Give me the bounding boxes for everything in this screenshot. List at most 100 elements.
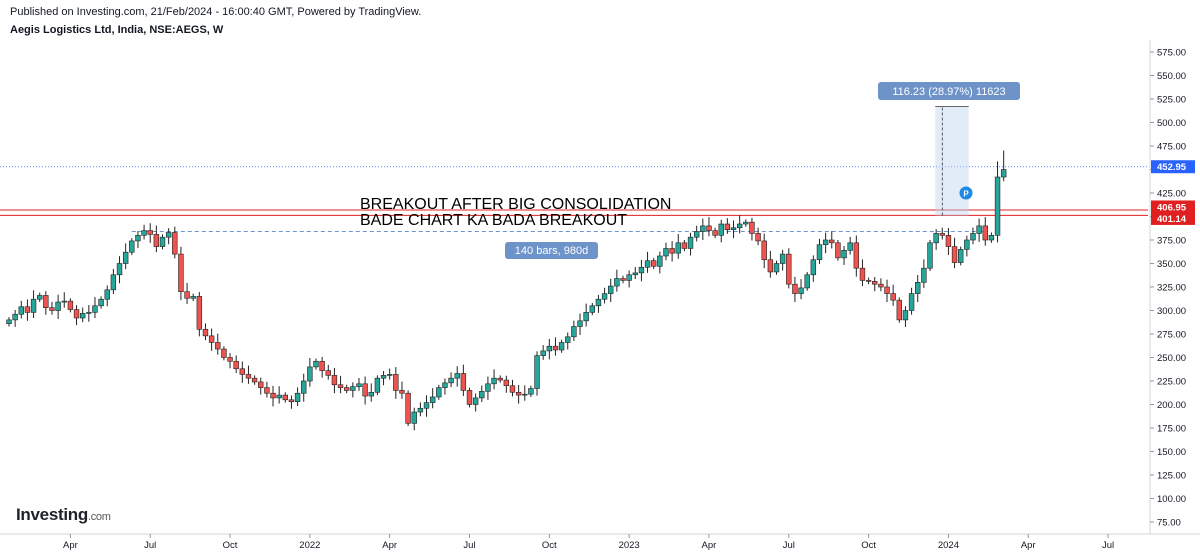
candle-body [755,233,761,242]
candle-body [116,263,123,276]
price-badge [1151,160,1195,174]
candle-body [436,387,442,398]
price-tick-label: 250.00 [1157,353,1186,364]
candle-body [620,278,626,281]
candle-body [485,383,491,392]
candle-body [36,295,43,300]
candle-body [294,392,301,402]
candle-body [681,242,688,249]
price-tick-label: 225.00 [1157,377,1186,388]
candles [6,150,1007,431]
candle-body [270,392,276,399]
price-tick-label: 525.00 [1157,95,1186,106]
time-tick-label: Apr [702,540,717,551]
candle-body [233,360,239,370]
candle-body [577,320,583,327]
candle-body [55,301,61,311]
candle-body [380,375,387,379]
candle-body [792,283,798,294]
price-tick-label: 175.00 [1157,424,1186,435]
symbol-title: Aegis Logistics Ltd, India, NSE:AEGS, W [10,24,224,36]
candle-body [730,227,737,230]
candle-body [43,295,49,308]
candle-body [165,232,172,238]
candle-body [933,233,939,244]
time-tick-label: Jul [783,540,795,551]
candle-body [743,221,749,225]
candle-body [282,394,288,401]
drawing-tools: 116.23 (28.97%) 11623 140 bars, 980d P BREA… [360,82,1020,259]
time-tick-label: Oct [861,540,876,551]
candle-body [276,394,282,399]
candle-body [6,319,12,324]
measure-label-pill [878,82,1020,100]
price-badge [1151,211,1195,225]
candle-body [853,242,860,269]
candle-body [957,249,964,263]
candle-body [865,280,872,282]
candle-body [301,380,307,394]
candle-body [24,306,31,313]
measure-label: 116.23 (28.97%) 11623 [892,86,1005,98]
candle-body [921,267,927,283]
candle-body [884,286,890,294]
candle-body [350,386,356,391]
candle-body [872,281,878,285]
price-tick-label: 475.00 [1157,142,1186,153]
candle-body [251,377,258,383]
candle-body [479,391,485,399]
candle-body [822,239,829,245]
candle-body [878,283,884,288]
candle-body [669,248,675,254]
candle-body [632,272,638,276]
candle-body [245,374,252,379]
candle-body [417,407,424,413]
price-tick-label: 425.00 [1157,189,1186,200]
price-badge-label: 452.95 [1157,162,1187,173]
candle-body [976,225,982,234]
price-tick-label: 300.00 [1157,306,1186,317]
candle-body [423,402,430,409]
candle-body [608,285,614,294]
candle-body [466,390,473,405]
candle-body [829,239,835,244]
time-tick-label: Oct [542,540,557,551]
time-tick-label: Jul [144,540,156,551]
candle-body [454,373,460,379]
candle-body [650,260,657,267]
candle-body [522,393,528,396]
candle-body [393,374,399,391]
price-tick-label: 550.00 [1157,71,1186,82]
time-tick-label: Oct [223,540,238,551]
candle-body [208,335,215,343]
p-marker-label: P [963,190,969,199]
annotation-line-2: BADE CHART KA BADA BREAKOUT [360,212,627,229]
candle-body [724,223,731,230]
candle-body [779,253,786,264]
candle-body [411,411,417,424]
published-note: Published on Investing.com, 21/Feb/2024 … [10,6,422,18]
time-tick-label: Apr [63,540,78,551]
candle-body [565,336,571,343]
candle-body [657,255,663,267]
candle-body [810,259,817,276]
candle-body [73,309,80,319]
time-tick-label: 2022 [299,540,320,551]
price-tick-label: 500.00 [1157,118,1186,129]
candle-body [1000,169,1007,178]
candle-body [49,307,55,311]
candle-body [902,310,909,321]
candle-body [908,293,915,311]
candle-body [994,176,1001,236]
candle-body [18,306,24,315]
time-axis: Apr Jul Oct 2022 Apr Jul Oct 2023 Apr Jul Oct 2024 A… [0,533,1200,551]
candle-body [92,305,98,313]
p-marker-icon [959,186,973,200]
candle-body [546,345,553,352]
candle-body [761,240,767,261]
candle-body [147,230,153,235]
price-tick-label: 375.00 [1157,236,1186,247]
time-tick-label: Jul [1102,540,1114,551]
candle-body [749,221,755,234]
